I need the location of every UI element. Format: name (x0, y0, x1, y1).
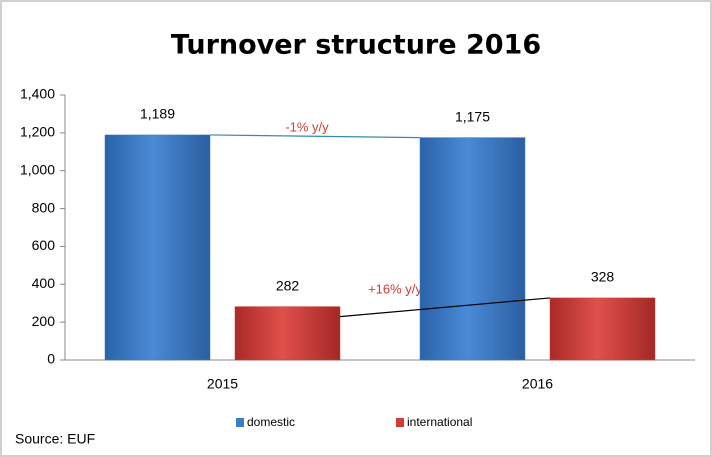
legend-swatch (396, 418, 404, 427)
annotation: +16% y/y (368, 281, 422, 296)
change-connector (339, 297, 551, 318)
legend-label: international (407, 415, 472, 429)
data-label: 328 (591, 269, 615, 285)
x-tick-label: 2016 (522, 376, 553, 392)
y-tick-label: 1,000 (20, 161, 55, 177)
change-connector (209, 134, 421, 139)
source: Source: EUF (15, 431, 95, 447)
legend-swatch (236, 418, 244, 427)
data-label: 282 (276, 277, 300, 293)
bar (104, 134, 211, 361)
x-tick-label: 2015 (207, 376, 238, 392)
data-label: 1,175 (455, 108, 490, 124)
annotation: -1% y/y (285, 119, 329, 134)
legend-label: domestic (247, 415, 295, 429)
bar (234, 306, 341, 361)
y-tick-label: 1,200 (20, 124, 55, 140)
bar (549, 297, 656, 361)
chart-title: Turnover structure 2016 (171, 30, 541, 61)
y-tick-label: 400 (32, 275, 56, 291)
y-tick-label: 0 (47, 351, 55, 367)
y-tick-label: 800 (32, 199, 56, 215)
data-label: 1,189 (140, 106, 175, 122)
y-tick-label: 600 (32, 237, 56, 253)
y-tick-label: 1,400 (20, 86, 55, 102)
y-tick-label: 200 (32, 313, 56, 329)
bar (419, 137, 526, 361)
